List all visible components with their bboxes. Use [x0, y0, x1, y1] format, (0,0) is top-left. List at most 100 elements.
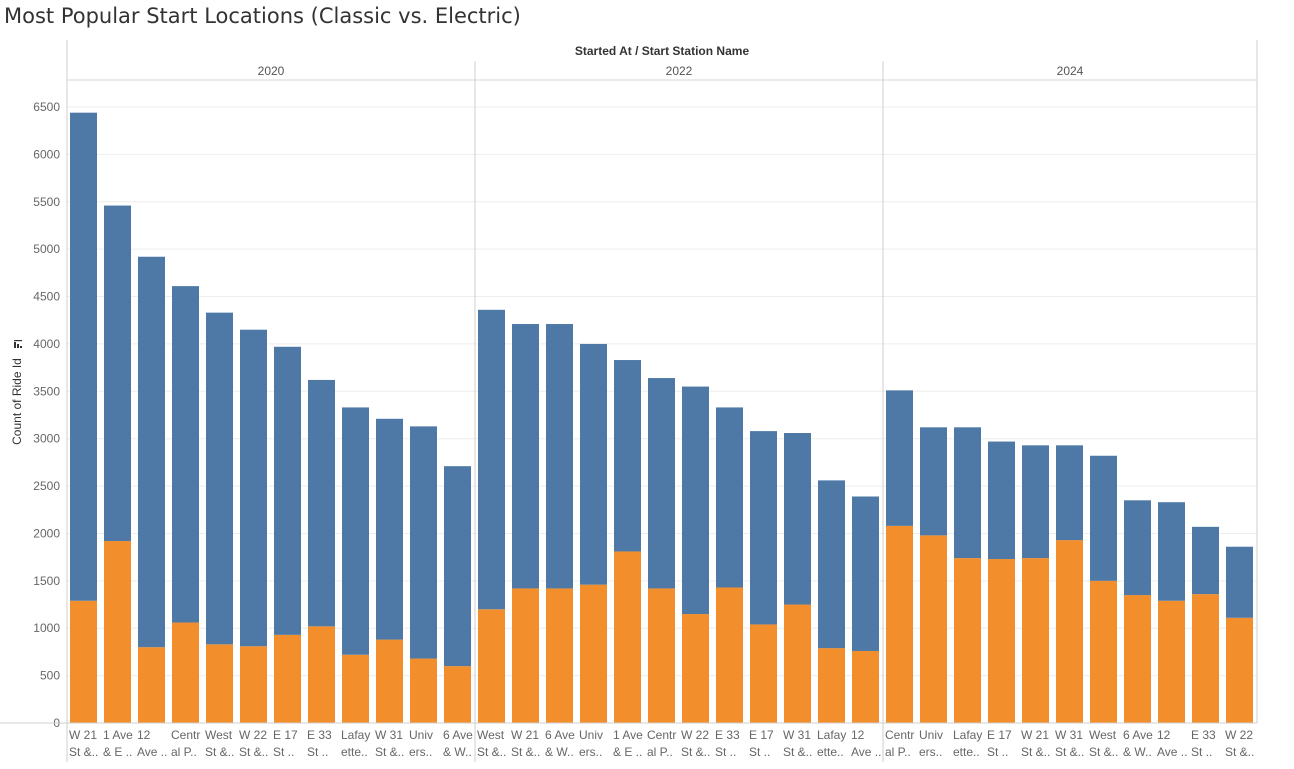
x-tick-label: E 17 [987, 728, 1012, 742]
bar-classic[interactable] [750, 431, 777, 625]
bar-electric[interactable] [1022, 558, 1049, 723]
bar-electric[interactable] [240, 646, 267, 723]
bar-classic[interactable] [274, 346, 301, 635]
bar-classic[interactable] [1090, 455, 1117, 581]
x-tick-label: E 17 [273, 728, 298, 742]
bar-electric[interactable] [342, 654, 369, 723]
bar-electric[interactable] [376, 639, 403, 723]
x-tick-label: St &.. [375, 745, 404, 759]
bar-electric[interactable] [580, 584, 607, 723]
x-tick-label: St .. [987, 745, 1008, 759]
bar-classic[interactable] [410, 426, 437, 659]
bar-electric[interactable] [512, 588, 539, 723]
bar-electric[interactable] [648, 588, 675, 723]
bar-classic[interactable] [512, 324, 539, 589]
bar-electric[interactable] [444, 666, 471, 723]
bar-classic[interactable] [104, 205, 131, 542]
bar-classic[interactable] [546, 324, 573, 589]
bar-electric[interactable] [614, 551, 641, 723]
bar-classic[interactable] [580, 343, 607, 585]
year-header-2022: 2022 [666, 64, 693, 78]
x-tick-label: al P.. [647, 745, 673, 759]
bar-classic[interactable] [444, 466, 471, 667]
bar-classic[interactable] [614, 360, 641, 552]
bar-classic[interactable] [818, 480, 845, 649]
bar-electric[interactable] [1056, 540, 1083, 723]
x-tick-label: ette.. [341, 745, 368, 759]
bar-classic[interactable] [682, 386, 709, 615]
bar-classic[interactable] [1056, 445, 1083, 541]
sort-icon[interactable] [14, 342, 16, 348]
bar-electric[interactable] [70, 600, 97, 723]
bar-electric[interactable] [852, 650, 879, 723]
bar-classic[interactable] [920, 427, 947, 536]
bar-classic[interactable] [784, 433, 811, 605]
bar-classic[interactable] [206, 312, 233, 645]
bar-classic[interactable] [1124, 500, 1151, 596]
x-tick-label: W 21 [1021, 728, 1049, 742]
x-tick-label: 12 [137, 728, 151, 742]
bar-classic[interactable] [1022, 445, 1049, 559]
bar-classic[interactable] [716, 407, 743, 588]
x-tick-label: ers.. [919, 745, 942, 759]
x-tick-label: W 31 [1055, 728, 1083, 742]
y-tick-label: 5000 [33, 242, 60, 256]
bar-classic[interactable] [70, 112, 97, 601]
x-tick-label: ette.. [817, 745, 844, 759]
bar-electric[interactable] [920, 535, 947, 723]
bar-electric[interactable] [784, 604, 811, 723]
x-tick-label: Ave .. [1157, 745, 1187, 759]
bar-electric[interactable] [886, 525, 913, 723]
bar-classic[interactable] [172, 286, 199, 623]
bar-electric[interactable] [1090, 580, 1117, 723]
x-tick-label: W 31 [783, 728, 811, 742]
x-tick-label: West [477, 728, 505, 742]
bar-electric[interactable] [818, 648, 845, 723]
bar-classic[interactable] [376, 418, 403, 640]
bar-electric[interactable] [1124, 595, 1151, 723]
bar-electric[interactable] [274, 634, 301, 723]
y-tick-label: 1500 [33, 574, 60, 588]
bar-classic[interactable] [988, 441, 1015, 560]
x-tick-label: W 22 [681, 728, 709, 742]
bar-classic[interactable] [954, 427, 981, 559]
bar-classic[interactable] [342, 407, 369, 655]
bar-classic[interactable] [886, 390, 913, 526]
bar-electric[interactable] [954, 558, 981, 723]
bar-classic[interactable] [308, 379, 335, 627]
bar-electric[interactable] [308, 626, 335, 723]
bar-classic[interactable] [1192, 526, 1219, 595]
bar-electric[interactable] [1226, 617, 1253, 723]
x-tick-label: Centr [171, 728, 200, 742]
y-tick-label: 3000 [33, 432, 60, 446]
bar-classic[interactable] [478, 309, 505, 610]
bar-electric[interactable] [682, 614, 709, 723]
bar-electric[interactable] [716, 587, 743, 723]
bar-classic[interactable] [1158, 502, 1185, 601]
bar-electric[interactable] [104, 541, 131, 723]
bar-classic[interactable] [138, 256, 165, 648]
bar-electric[interactable] [138, 647, 165, 723]
bar-electric[interactable] [750, 624, 777, 723]
bar-electric[interactable] [478, 609, 505, 723]
bar-classic[interactable] [240, 329, 267, 647]
x-tick-label: W 22 [239, 728, 267, 742]
x-tick-label: Centr [885, 728, 914, 742]
bar-electric[interactable] [172, 622, 199, 723]
bar-electric[interactable] [410, 658, 437, 723]
bar-classic[interactable] [1226, 546, 1253, 618]
bar-electric[interactable] [1192, 594, 1219, 723]
bar-electric[interactable] [546, 588, 573, 723]
bar-electric[interactable] [206, 644, 233, 723]
bar-classic[interactable] [648, 378, 675, 589]
x-tick-label: St &.. [681, 745, 710, 759]
year-header-2020: 2020 [258, 64, 285, 78]
bar-electric[interactable] [988, 559, 1015, 723]
x-tick-label: ers.. [579, 745, 602, 759]
x-tick-label: St .. [749, 745, 770, 759]
x-tick-label: Lafay [817, 728, 846, 742]
bar-electric[interactable] [1158, 600, 1185, 723]
x-tick-label: St .. [1191, 745, 1212, 759]
x-tick-label: & E .. [103, 745, 132, 759]
bar-classic[interactable] [852, 496, 879, 651]
